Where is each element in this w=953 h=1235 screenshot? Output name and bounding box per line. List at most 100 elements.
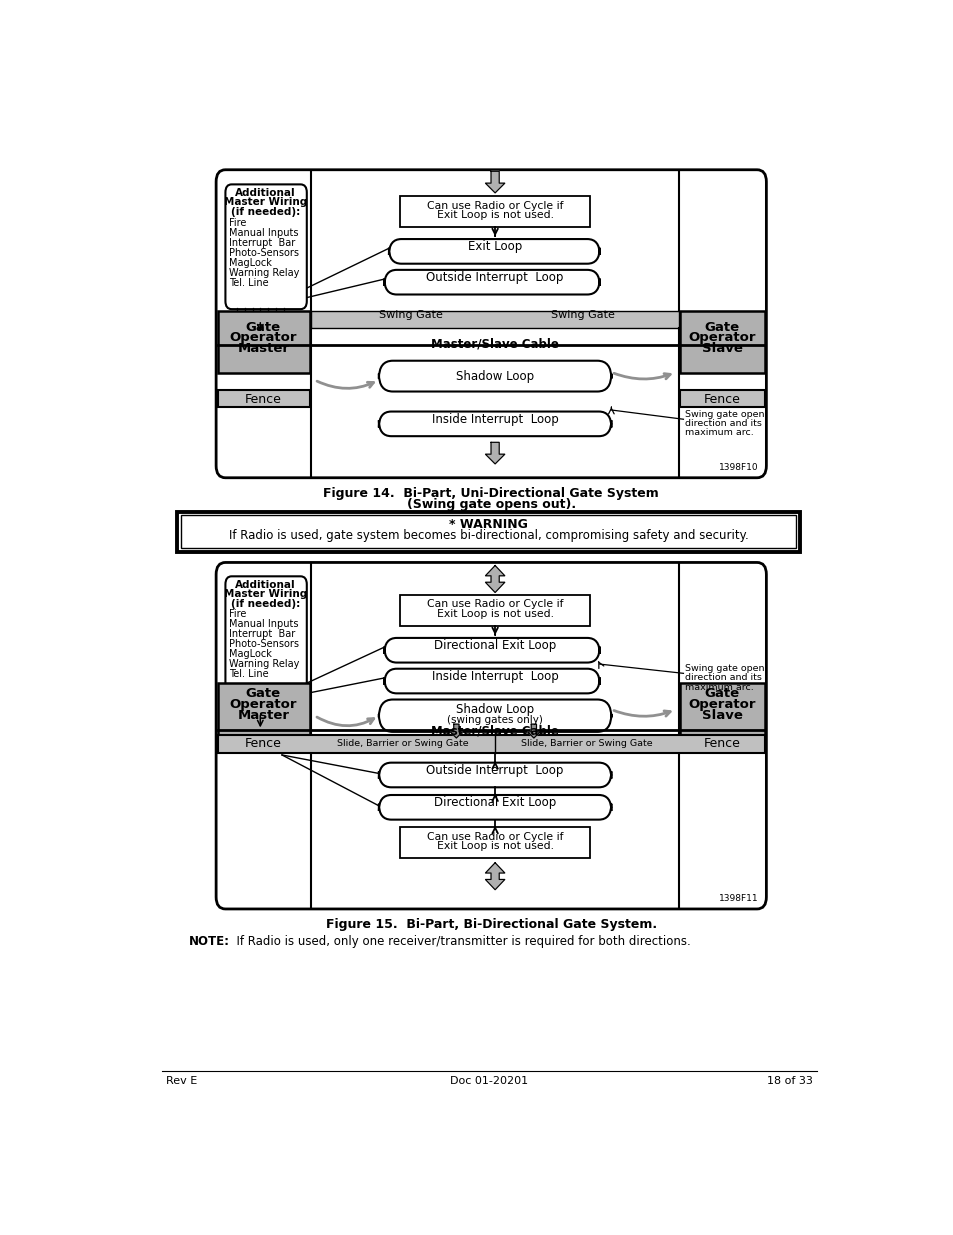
Text: Shadow Loop: Shadow Loop <box>456 703 534 716</box>
FancyBboxPatch shape <box>378 763 611 787</box>
FancyBboxPatch shape <box>378 361 611 391</box>
Polygon shape <box>485 566 504 593</box>
Text: Operator: Operator <box>230 698 296 711</box>
Text: Interrupt  Bar: Interrupt Bar <box>229 630 295 640</box>
Text: Exit Loop is not used.: Exit Loop is not used. <box>436 609 553 619</box>
Text: Manual Inputs: Manual Inputs <box>229 227 298 237</box>
Text: Slide, Barrier or Swing Gate: Slide, Barrier or Swing Gate <box>336 739 468 748</box>
Text: Additional: Additional <box>235 580 295 590</box>
Text: Operator: Operator <box>230 331 296 345</box>
Text: Fence: Fence <box>703 737 740 750</box>
Bar <box>311 311 679 329</box>
Text: Swing gate open: Swing gate open <box>684 410 763 419</box>
Text: Swing gate open: Swing gate open <box>684 664 763 673</box>
Text: Master/Slave Cable: Master/Slave Cable <box>431 724 558 737</box>
Polygon shape <box>450 724 462 739</box>
Text: Exit Loop is not used.: Exit Loop is not used. <box>436 841 553 851</box>
Text: Inside Interrupt  Loop: Inside Interrupt Loop <box>432 412 558 426</box>
Text: Master Wiring: Master Wiring <box>224 589 307 599</box>
Text: Slave: Slave <box>701 709 741 721</box>
Text: maximum arc.: maximum arc. <box>684 429 753 437</box>
Text: (Swing gate opens out).: (Swing gate opens out). <box>406 498 576 511</box>
Polygon shape <box>485 442 504 464</box>
Text: Rev E: Rev E <box>166 1076 196 1086</box>
FancyBboxPatch shape <box>378 699 611 732</box>
Text: Shadow Loop: Shadow Loop <box>456 369 534 383</box>
Text: Outside Interrupt  Loop: Outside Interrupt Loop <box>426 270 563 284</box>
Text: Gate: Gate <box>704 687 739 700</box>
FancyBboxPatch shape <box>216 562 765 909</box>
Text: Slide, Barrier or Swing Gate: Slide, Barrier or Swing Gate <box>520 739 652 748</box>
Text: Warning Relay: Warning Relay <box>229 268 299 278</box>
Text: (if needed):: (if needed): <box>231 599 300 609</box>
FancyBboxPatch shape <box>389 240 599 264</box>
FancyBboxPatch shape <box>378 411 611 436</box>
Text: Photo-Sensors: Photo-Sensors <box>229 247 299 258</box>
Bar <box>679 683 764 735</box>
Text: Master: Master <box>237 342 289 356</box>
FancyBboxPatch shape <box>216 169 765 478</box>
Text: Photo-Sensors: Photo-Sensors <box>229 640 299 650</box>
Text: Fire: Fire <box>229 609 247 620</box>
Text: Can use Radio or Cycle if: Can use Radio or Cycle if <box>426 599 563 609</box>
Text: Exit Loop is not used.: Exit Loop is not used. <box>436 210 553 220</box>
Text: NOTE:: NOTE: <box>189 935 230 948</box>
Bar <box>217 683 310 735</box>
FancyBboxPatch shape <box>384 638 599 662</box>
FancyBboxPatch shape <box>378 795 611 820</box>
Bar <box>217 735 764 753</box>
Text: Additional: Additional <box>235 188 295 199</box>
Polygon shape <box>485 172 504 193</box>
Text: Outside Interrupt  Loop: Outside Interrupt Loop <box>426 764 563 777</box>
Text: maximum arc.: maximum arc. <box>684 683 753 692</box>
Text: Manual Inputs: Manual Inputs <box>229 620 298 630</box>
Text: Gate: Gate <box>246 321 281 333</box>
Bar <box>217 390 310 406</box>
Text: If Radio is used, gate system becomes bi-directional, compromising safety and se: If Radio is used, gate system becomes bi… <box>229 530 748 542</box>
Bar <box>679 390 764 406</box>
Text: 18 of 33: 18 of 33 <box>766 1076 812 1086</box>
Bar <box>399 595 589 626</box>
Text: Swing Gate: Swing Gate <box>378 310 442 320</box>
Text: Warning Relay: Warning Relay <box>229 659 299 669</box>
Text: Can use Radio or Cycle if: Can use Radio or Cycle if <box>426 832 563 842</box>
Text: Fire: Fire <box>229 217 247 227</box>
Bar <box>399 196 589 227</box>
Text: Slave: Slave <box>701 342 741 356</box>
Text: Gate: Gate <box>704 321 739 333</box>
Text: Swing Gate: Swing Gate <box>550 310 614 320</box>
Polygon shape <box>485 863 504 889</box>
Text: Fence: Fence <box>245 393 281 406</box>
Text: Directional Exit Loop: Directional Exit Loop <box>434 797 556 809</box>
FancyBboxPatch shape <box>225 184 307 309</box>
Text: Exit Loop: Exit Loop <box>468 241 521 253</box>
Text: 1398F11: 1398F11 <box>719 894 758 903</box>
Text: MagLock: MagLock <box>229 650 272 659</box>
Text: If Radio is used, only one receiver/transmitter is required for both directions.: If Radio is used, only one receiver/tran… <box>229 935 690 948</box>
Text: Master Wiring: Master Wiring <box>224 198 307 207</box>
Text: Figure 15.  Bi-Part, Bi-Directional Gate System.: Figure 15. Bi-Part, Bi-Directional Gate … <box>325 918 656 931</box>
Polygon shape <box>527 724 539 739</box>
Bar <box>399 827 589 858</box>
FancyBboxPatch shape <box>225 577 307 701</box>
Text: 1398F10: 1398F10 <box>719 463 758 472</box>
FancyBboxPatch shape <box>384 270 599 294</box>
Text: Fence: Fence <box>703 393 740 406</box>
Text: Tel. Line: Tel. Line <box>229 669 269 679</box>
Text: Interrupt  Bar: Interrupt Bar <box>229 237 295 247</box>
Text: Gate: Gate <box>246 687 281 700</box>
Text: (if needed):: (if needed): <box>231 206 300 216</box>
Bar <box>181 515 795 548</box>
Text: Master/Slave Cable: Master/Slave Cable <box>431 337 558 351</box>
Bar <box>217 311 310 373</box>
Text: Fence: Fence <box>245 737 281 750</box>
Text: (swing gates only): (swing gates only) <box>447 715 542 725</box>
Text: MagLock: MagLock <box>229 258 272 268</box>
FancyBboxPatch shape <box>384 668 599 693</box>
Text: * WARNING: * WARNING <box>449 517 528 531</box>
Text: Tel. Line: Tel. Line <box>229 278 269 288</box>
Text: direction and its: direction and its <box>684 673 761 683</box>
Text: Operator: Operator <box>688 698 755 711</box>
Text: Inside Interrupt  Loop: Inside Interrupt Loop <box>432 669 558 683</box>
Bar <box>177 511 799 552</box>
